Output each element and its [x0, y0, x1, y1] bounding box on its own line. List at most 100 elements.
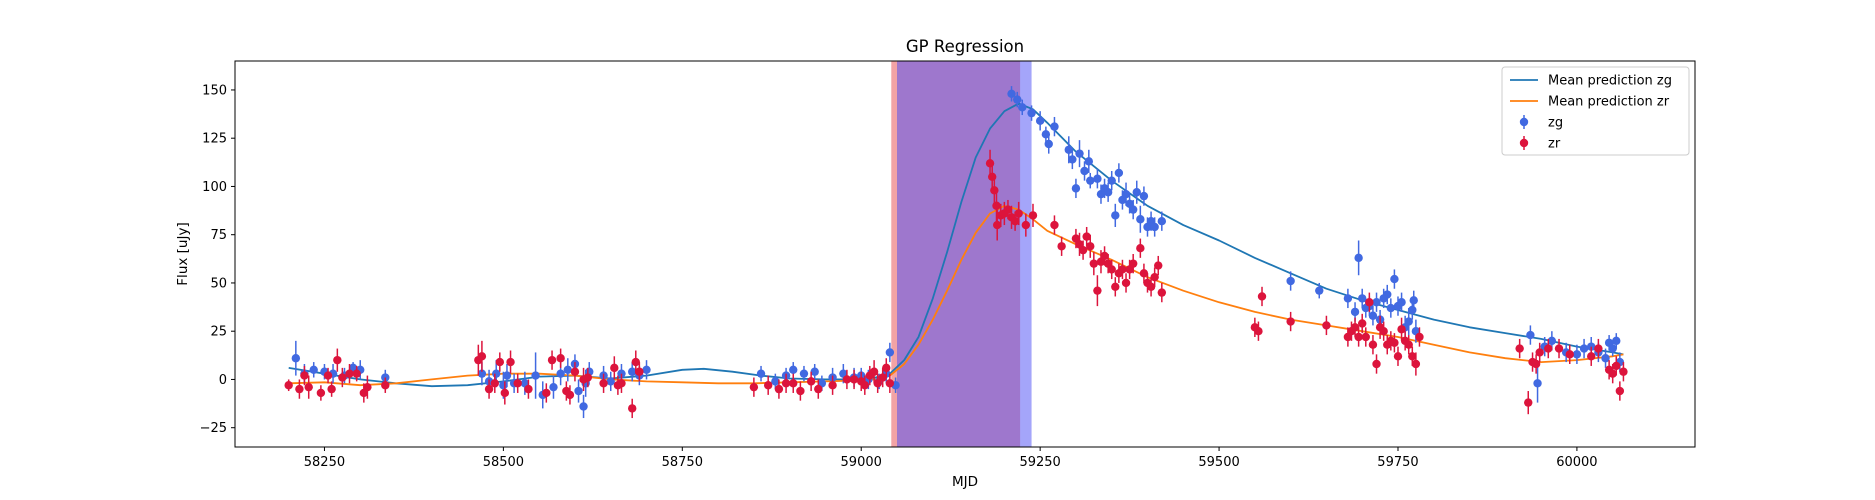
- data-point: [316, 388, 326, 398]
- data-point: [849, 375, 859, 384]
- data-point: [1612, 336, 1621, 346]
- x-tick-label: 58250: [304, 455, 345, 470]
- data-point: [1393, 352, 1403, 361]
- data-point: [295, 384, 304, 394]
- data-point: [799, 369, 809, 378]
- data-point: [1089, 259, 1099, 268]
- data-point: [606, 377, 615, 386]
- data-point: [484, 384, 494, 394]
- data-point: [1007, 89, 1016, 99]
- data-point: [1071, 184, 1081, 193]
- legend-label: zr: [1548, 137, 1561, 152]
- data-point: [860, 381, 870, 390]
- data-point: [1064, 145, 1073, 154]
- data-point: [304, 382, 313, 392]
- data-point: [570, 367, 580, 376]
- data-point: [1612, 361, 1621, 371]
- data-point: [1286, 317, 1295, 326]
- data-point: [1078, 245, 1088, 255]
- data-point: [513, 379, 522, 388]
- data-point: [993, 220, 1002, 230]
- data-point: [1524, 398, 1533, 407]
- data-point: [1086, 242, 1095, 251]
- data-point: [1535, 348, 1544, 357]
- data-point: [490, 379, 499, 388]
- data-point: [352, 369, 361, 378]
- legend-box: [1501, 66, 1690, 156]
- legend: Mean prediction zg Mean prediction zr zg zr: [1501, 66, 1690, 156]
- data-point: [1554, 344, 1564, 353]
- data-point: [1533, 379, 1542, 388]
- data-point: [1068, 155, 1077, 164]
- data-point: [1050, 122, 1059, 131]
- y-tick-label: 100: [202, 180, 227, 195]
- legend-marker-swatch: [1519, 138, 1529, 148]
- data-point: [1093, 286, 1102, 295]
- data-point: [885, 348, 895, 357]
- data-point: [574, 386, 583, 396]
- data-point: [828, 381, 837, 390]
- data-point: [1397, 325, 1406, 334]
- data-point: [1157, 288, 1167, 297]
- data-point: [1010, 216, 1020, 226]
- data-point: [599, 379, 608, 388]
- data-point: [547, 355, 557, 365]
- data-point: [1057, 242, 1066, 251]
- data-point: [291, 354, 301, 363]
- data-point: [1587, 352, 1596, 361]
- data-point: [1411, 359, 1421, 369]
- data-point: [1035, 116, 1045, 126]
- data-point: [477, 352, 487, 361]
- data-point: [1082, 232, 1091, 241]
- data-point: [556, 354, 565, 363]
- data-point: [500, 388, 510, 398]
- data-point: [1107, 176, 1116, 185]
- data-point: [1315, 286, 1324, 295]
- data-point: [579, 402, 588, 411]
- data-point: [549, 382, 558, 392]
- data-point: [1100, 251, 1109, 261]
- data-point: [1086, 176, 1095, 185]
- data-point: [774, 384, 784, 394]
- data-point: [781, 379, 791, 388]
- data-point: [542, 388, 551, 398]
- data-point: [300, 371, 309, 380]
- data-point: [1041, 130, 1051, 139]
- y-tick-label: 0: [219, 373, 227, 388]
- data-point: [1404, 317, 1413, 326]
- data-point: [1615, 386, 1625, 396]
- data-point: [628, 367, 637, 376]
- data-point: [1044, 139, 1053, 149]
- data-point: [309, 365, 318, 374]
- data-point: [1150, 272, 1159, 282]
- x-axis-label: MJD: [952, 474, 978, 490]
- legend-label: zg: [1548, 116, 1563, 131]
- data-point: [1114, 168, 1124, 178]
- data-point: [806, 377, 816, 386]
- data-point: [333, 355, 342, 365]
- data-point: [1372, 359, 1381, 369]
- data-point: [1132, 188, 1141, 197]
- data-point: [1409, 296, 1418, 305]
- data-point: [381, 381, 390, 390]
- x-tick-label: 59000: [841, 455, 882, 470]
- y-tick-label: −25: [200, 421, 227, 436]
- data-point: [1121, 189, 1131, 199]
- data-point: [381, 373, 390, 382]
- data-point: [1139, 191, 1149, 201]
- data-point: [1390, 338, 1399, 347]
- x-tick-label: 59250: [1019, 455, 1060, 470]
- data-point: [1515, 344, 1524, 353]
- data-point: [1594, 344, 1603, 353]
- data-point: [1014, 209, 1023, 218]
- data-point: [1350, 323, 1360, 332]
- data-point: [502, 371, 512, 380]
- data-point: [1050, 220, 1059, 230]
- data-point: [1372, 298, 1381, 307]
- data-point: [1415, 332, 1424, 342]
- data-point: [1404, 340, 1413, 349]
- data-point: [878, 373, 887, 382]
- data-point: [992, 201, 1001, 210]
- data-point: [1018, 103, 1027, 112]
